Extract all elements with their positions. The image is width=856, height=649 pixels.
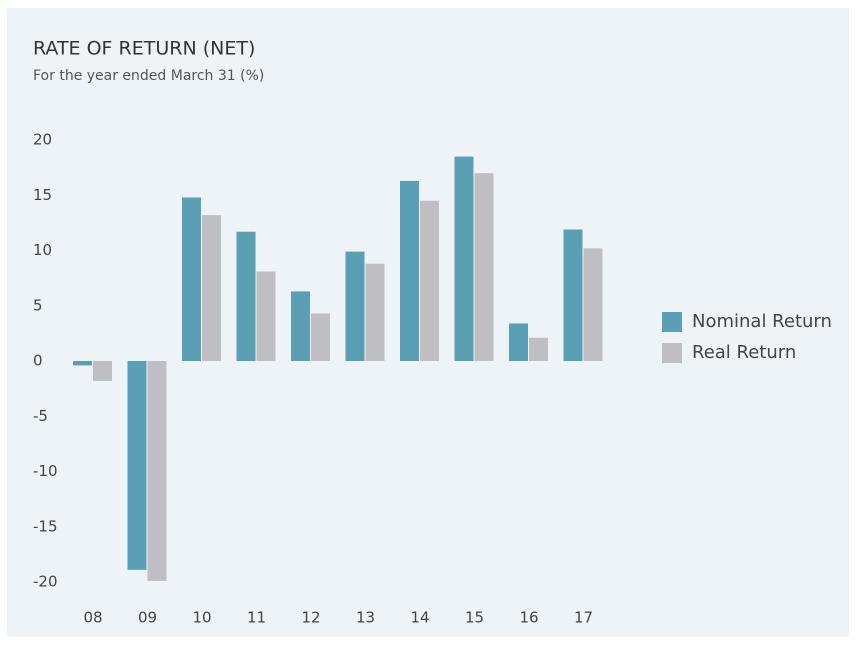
legend-label: Real Return: [692, 342, 796, 363]
legend-label: Nominal Return: [692, 311, 832, 332]
bar: [583, 248, 603, 361]
x-tick-label: 13: [356, 609, 375, 627]
bar: [256, 271, 276, 361]
x-tick-label: 12: [301, 609, 320, 627]
bar: [563, 229, 583, 361]
bar: [127, 361, 147, 570]
bar: [202, 215, 221, 361]
bar: [454, 156, 474, 361]
y-tick-label: 10: [33, 241, 52, 259]
bar: [474, 173, 494, 361]
y-tick-label: 0: [33, 352, 43, 370]
y-tick-label: -10: [33, 462, 58, 480]
bar: [73, 361, 92, 366]
legend-swatch: [662, 312, 682, 332]
x-tick-label: 11: [247, 609, 266, 627]
bar: [182, 197, 201, 361]
bar: [236, 231, 256, 361]
x-tick-label: 10: [192, 609, 211, 627]
y-tick-label: 15: [33, 186, 52, 204]
y-tick-label: -20: [33, 573, 58, 591]
bar: [345, 251, 365, 361]
bar: [311, 313, 330, 361]
chart-subtitle: For the year ended March 31 (%): [33, 68, 264, 84]
bar: [147, 361, 167, 581]
y-tick-label: -15: [33, 517, 58, 535]
y-tick-label: -5: [33, 407, 48, 425]
y-tick-label: 20: [33, 131, 52, 149]
y-tick-label: 5: [33, 296, 43, 314]
x-tick-label: 16: [519, 609, 538, 627]
x-tick-label: 15: [465, 609, 484, 627]
bar: [400, 180, 419, 361]
bar: [365, 263, 385, 361]
x-tick-label: 14: [410, 609, 429, 627]
bar: [420, 200, 439, 361]
bar: [93, 361, 112, 381]
chart-title: RATE OF RETURN (NET): [33, 38, 255, 60]
x-tick-label: 08: [83, 609, 102, 627]
x-tick-label: 17: [574, 609, 593, 627]
bar: [509, 323, 528, 361]
bar: [291, 291, 310, 361]
x-tick-label: 09: [138, 609, 157, 627]
bar: [529, 337, 548, 361]
legend-swatch: [662, 343, 682, 363]
